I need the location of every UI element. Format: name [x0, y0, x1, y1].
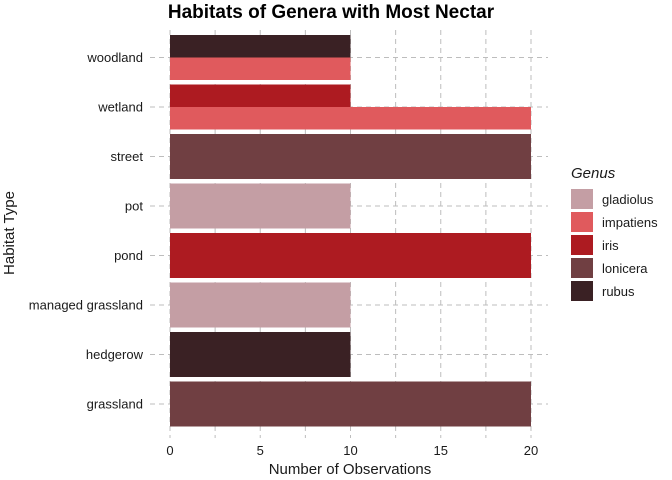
y-axis-title: Habitat Type	[1, 191, 18, 275]
y-tick-label: street	[110, 149, 143, 164]
legend-label-impatiens: impatiens	[602, 215, 658, 230]
y-tick-label: pot	[125, 199, 143, 214]
x-tick-label: 20	[524, 443, 538, 458]
legend-swatch-gladiolus	[571, 189, 593, 209]
bar-grassland-lonicera	[170, 381, 531, 427]
bar-woodland-rubus	[170, 35, 351, 58]
chart-title: Habitats of Genera with Most Nectar	[168, 2, 495, 23]
legend-swatch-iris	[571, 235, 593, 255]
x-tick-labels: 0 5 10 15 20	[166, 443, 538, 458]
x-tick-label: 0	[166, 443, 173, 458]
bar-wetland-impatiens	[170, 107, 531, 130]
bar-woodland-impatiens	[170, 57, 351, 80]
bar-pot-gladiolus	[170, 183, 351, 229]
legend-label-lonicera: lonicera	[602, 261, 648, 276]
y-tick-labels: woodland wetland street pot pond managed gras…	[29, 50, 144, 412]
legend-swatch-lonicera	[571, 258, 593, 278]
legend-label-iris: iris	[602, 238, 619, 253]
y-tick-label: pond	[114, 248, 143, 263]
x-tick-label: 5	[257, 443, 264, 458]
legend-swatch-impatiens	[571, 212, 593, 232]
x-tick-label: 10	[343, 443, 357, 458]
bars	[170, 35, 531, 427]
y-tick-label: wetland	[97, 100, 143, 115]
bar-wetland-iris	[170, 84, 351, 107]
y-tick-label: woodland	[86, 50, 143, 65]
y-tick-label: managed grassland	[29, 298, 143, 313]
y-tick-label: grassland	[87, 397, 143, 412]
y-tick-label: hedgerow	[86, 347, 144, 362]
legend-title: Genus	[571, 165, 616, 182]
legend-swatch-rubus	[571, 281, 593, 301]
legend-label-rubus: rubus	[602, 284, 635, 299]
legend-label-gladiolus: gladiolus	[602, 192, 654, 207]
bar-hedgerow-rubus	[170, 332, 351, 377]
legend: Genus gladiolus impatiens iris lonicera rubu…	[571, 165, 658, 301]
x-axis-title: Number of Observations	[269, 461, 432, 478]
bar-street-lonicera	[170, 134, 531, 179]
bar-managed-grassland-gladiolus	[170, 282, 351, 328]
bar-pond-iris	[170, 233, 531, 278]
x-tick-label: 15	[434, 443, 448, 458]
